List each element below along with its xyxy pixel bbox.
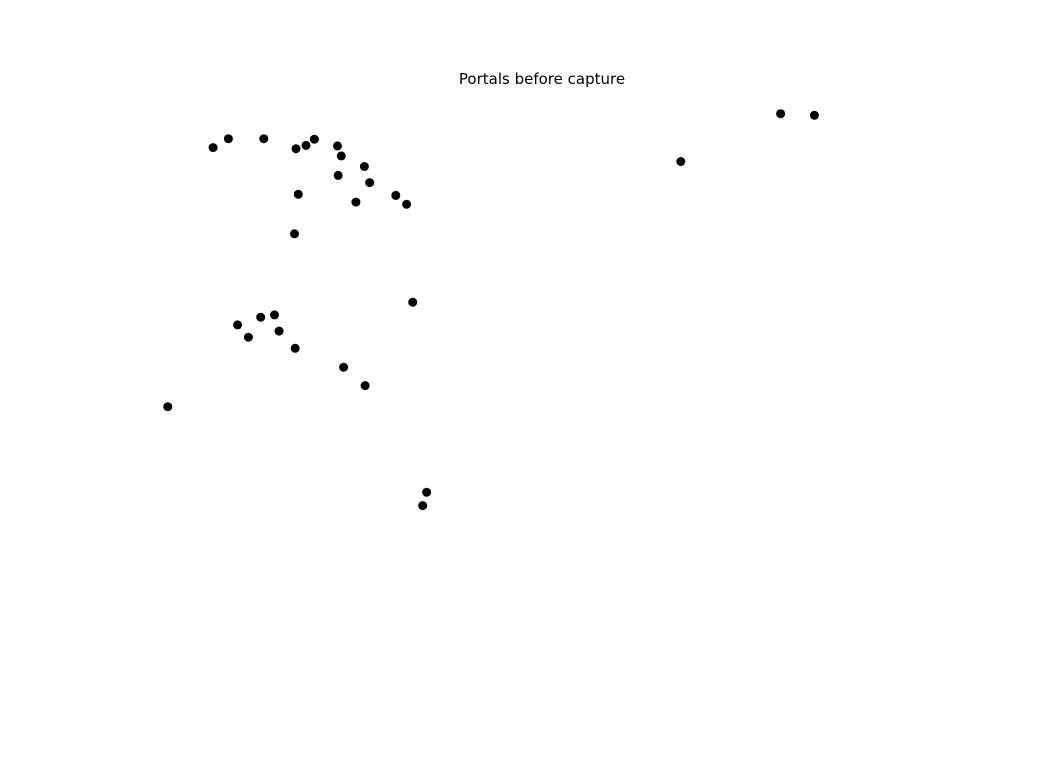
- data-point: [402, 199, 412, 209]
- chart-title: Portals before capture: [459, 70, 625, 88]
- data-point: [809, 110, 819, 120]
- data-point: [333, 170, 343, 180]
- data-point: [776, 109, 786, 119]
- data-point: [291, 144, 301, 154]
- data-point: [274, 326, 284, 336]
- data-point: [365, 178, 375, 188]
- data-points: [163, 109, 819, 511]
- data-point: [333, 141, 342, 151]
- data-point: [309, 134, 319, 144]
- data-point: [233, 320, 243, 330]
- data-point: [293, 189, 303, 199]
- data-point: [301, 140, 311, 150]
- data-point: [418, 501, 428, 511]
- data-point: [408, 297, 418, 307]
- data-point: [359, 162, 369, 171]
- data-point: [243, 332, 253, 342]
- data-point: [391, 190, 401, 200]
- data-point: [336, 151, 346, 161]
- data-point: [259, 134, 269, 144]
- data-point: [339, 362, 349, 372]
- data-point: [223, 134, 233, 144]
- data-point: [270, 310, 279, 320]
- data-point: [290, 343, 300, 353]
- data-point: [351, 197, 361, 207]
- data-point: [676, 157, 686, 166]
- data-point: [360, 381, 370, 391]
- data-point: [208, 143, 218, 153]
- data-point: [422, 487, 432, 497]
- data-point: [256, 312, 266, 322]
- data-point: [290, 229, 299, 239]
- data-point: [163, 402, 173, 412]
